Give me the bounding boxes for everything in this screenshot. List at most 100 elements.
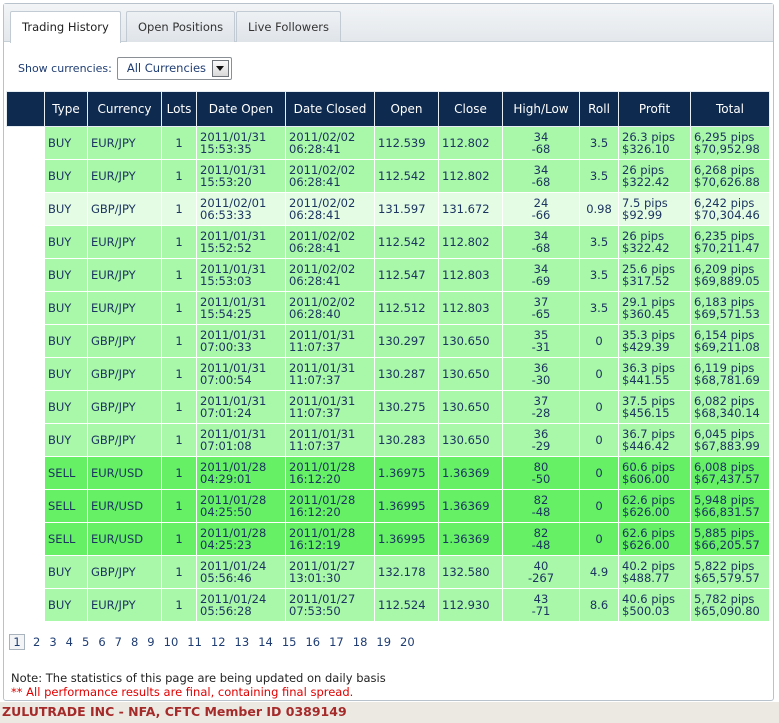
- column-header-date-open[interactable]: Date Open: [196, 91, 286, 127]
- cell-close: 1.36369: [438, 522, 503, 556]
- column-header-profit[interactable]: Profit: [618, 91, 691, 127]
- page-link[interactable]: 12: [210, 635, 226, 649]
- cell-profit-profit-usd: $456.15: [622, 406, 670, 420]
- chevron-down-icon[interactable]: [211, 59, 229, 77]
- page-link[interactable]: 19: [376, 635, 392, 649]
- cell-roll: 3.5: [579, 159, 619, 193]
- column-header-date-closed[interactable]: Date Closed: [285, 91, 375, 127]
- cell-high-low-low: -66: [531, 208, 551, 222]
- page-link[interactable]: 5: [81, 635, 90, 649]
- cell-total-total-usd: $69,211.08: [694, 340, 760, 354]
- column-header-roll[interactable]: Roll: [579, 91, 619, 127]
- cell-total-total-usd: $67,883.99: [694, 439, 760, 453]
- page-link[interactable]: 10: [163, 635, 179, 649]
- cell-lots: 1: [161, 258, 197, 292]
- page-link[interactable]: 8: [130, 635, 139, 649]
- cell-lots: 1: [161, 489, 197, 523]
- cell-high-low: 43 -71: [502, 588, 580, 622]
- cell-open: 112.542: [374, 225, 439, 259]
- cell-currency-currency: GBP/JPY: [91, 334, 136, 348]
- cell-lots-lots: 1: [175, 433, 183, 447]
- page-link[interactable]: 16: [305, 635, 321, 649]
- page-link[interactable]: 15: [281, 635, 297, 649]
- column-header-high-low[interactable]: High/Low: [502, 91, 580, 127]
- cell-type-type: BUY: [48, 235, 72, 249]
- cell-high-low-low: -30: [531, 373, 551, 387]
- cell-lots: 1: [161, 522, 197, 556]
- cell-profit-profit-pips: 26 pips: [622, 229, 665, 243]
- update-note: Note: The statistics of this page are be…: [11, 671, 386, 685]
- cell-total-total-usd: $69,571.53: [694, 307, 760, 321]
- page-link[interactable]: 17: [329, 635, 344, 649]
- cell-type: BUY: [44, 225, 88, 259]
- page-current[interactable]: 1: [9, 634, 25, 650]
- cell-open-open: 112.542: [378, 169, 426, 183]
- cell-total-total-pips: 6,183 pips: [694, 295, 755, 309]
- column-header-currency[interactable]: Currency: [87, 91, 162, 127]
- cell-type-type: BUY: [48, 334, 72, 348]
- cell-date-closed-date-closed: 2011/01/27: [289, 592, 356, 606]
- cell-date-closed: 2011/02/02 06:28:41: [285, 258, 375, 292]
- table-row: BUY GBP/JPY 1 2011/02/01 06:53:33 2011/02/02 0…: [6, 192, 770, 226]
- cell-date-open: 2011/01/31 15:53:03: [196, 258, 286, 292]
- page-link[interactable]: 4: [65, 635, 73, 649]
- page-link[interactable]: 20: [400, 635, 415, 649]
- page-link[interactable]: 18: [352, 635, 368, 649]
- page-link[interactable]: 7: [114, 635, 122, 649]
- cell-date-closed-time-closed: 07:53:50: [289, 604, 341, 618]
- cell-open-open: 112.547: [378, 268, 426, 282]
- cell-close: 112.802: [438, 159, 503, 193]
- cell-date-closed-time-closed: 06:28:41: [289, 142, 341, 156]
- page-link[interactable]: 2: [33, 635, 41, 649]
- tab-trading-history[interactable]: Trading History: [10, 11, 121, 43]
- cell-open-open: 130.297: [378, 334, 426, 348]
- cell-roll: 0: [579, 324, 619, 358]
- cell-close-close: 130.650: [442, 400, 490, 414]
- column-header-type[interactable]: Type: [44, 91, 88, 127]
- tab-live-followers[interactable]: Live Followers: [236, 11, 342, 42]
- column-header: [6, 91, 45, 127]
- page-link[interactable]: 11: [187, 635, 202, 649]
- cell-roll: 0: [579, 423, 619, 457]
- table-row: SELL EUR/USD 1 2011/01/28 04:29:01 2011/01/28…: [6, 456, 770, 490]
- cell-type: BUY: [44, 258, 88, 292]
- cell-type: BUY: [44, 192, 88, 226]
- cell-currency: GBP/JPY: [87, 192, 162, 226]
- table-header-row: Type Currency Lots Date Open Date Closed…: [6, 91, 770, 127]
- cell-roll: 0: [579, 357, 619, 391]
- cell-date-open-time-open: 05:56:28: [200, 604, 252, 618]
- cell-high-low-low: -29: [531, 439, 551, 453]
- page-link[interactable]: 6: [98, 635, 106, 649]
- cell-date-open: 2011/01/28 04:29:01: [196, 456, 286, 490]
- cell-profit-profit-pips: 37.5 pips: [622, 394, 676, 408]
- cell-currency: EUR/JPY: [87, 258, 162, 292]
- column-header-lots[interactable]: Lots: [161, 91, 197, 127]
- cell-close-close: 131.672: [442, 202, 490, 216]
- column-header-close[interactable]: Close: [438, 91, 503, 127]
- cell-open-open: 130.275: [378, 400, 426, 414]
- currency-select[interactable]: All Currencies: [116, 56, 232, 80]
- cell-profit-profit-usd: $360.45: [622, 307, 670, 321]
- cell-date-closed-time-closed: 11:07:37: [289, 340, 341, 354]
- cell-lots-lots: 1: [175, 367, 183, 381]
- tab-open-positions[interactable]: Open Positions: [126, 11, 236, 42]
- page-link[interactable]: 13: [234, 635, 250, 649]
- page-link[interactable]: 9: [147, 635, 155, 649]
- cell-profit-profit-usd: $429.39: [622, 340, 670, 354]
- cell-roll-roll: 3.5: [589, 301, 609, 315]
- page-link[interactable]: 3: [49, 635, 57, 649]
- cell-total: 5,782 pips $65,090.80: [690, 588, 770, 622]
- column-header-total[interactable]: Total: [690, 91, 770, 127]
- performance-disclaimer: ** All performance results are final, co…: [11, 685, 354, 699]
- cell-high-low: 37 -28: [502, 390, 580, 424]
- cell-profit: 62.6 pips $626.00: [618, 522, 691, 556]
- page-link[interactable]: 14: [258, 635, 273, 649]
- cell-type: BUY: [44, 423, 88, 457]
- cell-profit-profit-pips: 60.6 pips: [622, 460, 676, 474]
- cell-date-closed-time-closed: 16:12:19: [289, 538, 341, 552]
- cell-open-open: 130.287: [378, 367, 426, 381]
- column-header-open[interactable]: Open: [374, 91, 439, 127]
- row-marker-cell: [6, 225, 45, 259]
- cell-close-close: 112.930: [442, 598, 490, 612]
- cell-close-close: 132.580: [442, 565, 490, 579]
